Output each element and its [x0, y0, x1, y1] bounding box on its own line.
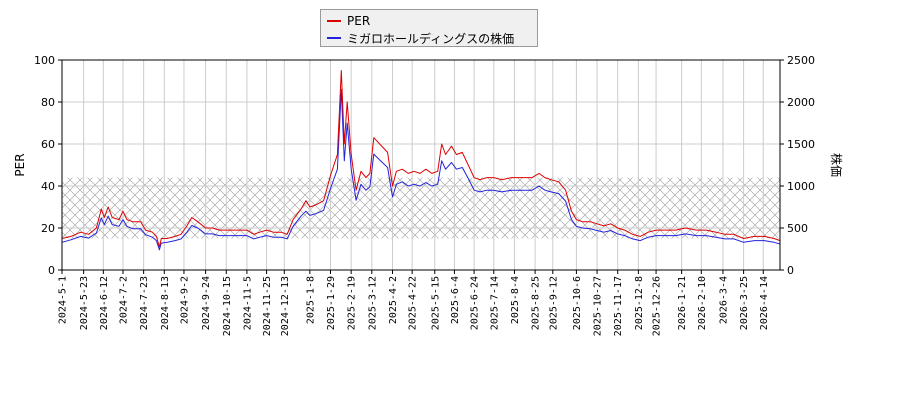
x-tick-label: 2026-4-14 — [759, 276, 770, 330]
x-tick-label: 2025-1-29 — [326, 276, 337, 330]
x-tick-label: 2024-9-24 — [201, 276, 212, 330]
x-tick-label: 2025-5-15 — [430, 276, 441, 330]
x-tick-label: 2024-7-23 — [139, 276, 150, 330]
y-right-tick-label: 2000 — [787, 96, 815, 109]
y-axis-left-label: PER — [13, 153, 27, 176]
plot-frame — [61, 59, 781, 271]
y-right-tick-label: 2500 — [787, 54, 815, 67]
y-right-tick-label: 1000 — [787, 180, 815, 193]
x-tick-label: 2024-6-12 — [99, 276, 110, 330]
x-axis-ticks: 2024-5-1 2024-5-23 2024-6-12 2024-7-2 2024-7… — [58, 270, 770, 336]
y-left-tick-label: 40 — [41, 180, 55, 193]
legend: PER ミガロホールディングスの株価 — [320, 9, 538, 47]
y-axis-left-ticks: 0 20 40 60 80 100 — [34, 54, 62, 277]
y-axis-right-label: 株価 — [829, 153, 844, 177]
x-tick-label: 2025-10-27 — [593, 276, 604, 336]
x-tick-label: 2025-12-8 — [634, 276, 645, 330]
legend-label-per: PER — [347, 14, 371, 28]
y-axis-right-ticks: 0 500 1000 1500 2000 2500 — [780, 54, 815, 277]
x-tick-label: 2024-11-25 — [262, 276, 273, 336]
shaded-band — [62, 177, 780, 239]
y-right-tick-label: 0 — [787, 264, 794, 277]
x-tick-label: 2025-7-14 — [489, 276, 500, 330]
y-right-tick-label: 1500 — [787, 138, 815, 151]
x-tick-label: 2024-5-1 — [58, 276, 69, 324]
x-tick-label: 2025-3-12 — [367, 276, 378, 330]
x-tick-label: 2024-8-13 — [160, 276, 171, 330]
x-tick-label: 2024-7-2 — [119, 276, 130, 324]
x-tick-label: 2025-12-26 — [652, 276, 663, 336]
x-tick-label: 2025-1-8 — [305, 276, 316, 324]
y-left-tick-label: 100 — [34, 54, 55, 67]
series-line-price — [61, 88, 781, 251]
series-lines — [61, 70, 781, 251]
series-line-per — [61, 70, 781, 248]
y-left-tick-label: 60 — [41, 138, 55, 151]
band-hatch — [62, 177, 780, 239]
legend-swatch-per — [327, 20, 341, 22]
x-tick-label: 2025-6-24 — [470, 276, 481, 330]
x-tick-label: 2025-11-17 — [613, 276, 624, 336]
y-left-tick-label: 0 — [48, 264, 55, 277]
x-tick-label: 2024-11-5 — [242, 276, 253, 330]
y-left-tick-label: 80 — [41, 96, 55, 109]
legend-label-price: ミガロホールディングスの株価 — [347, 31, 515, 46]
x-tick-label: 2025-8-4 — [510, 276, 521, 324]
legend-swatch-price — [327, 37, 341, 39]
x-tick-label: 2025-4-2 — [388, 276, 399, 324]
x-tick-label: 2025-4-22 — [408, 276, 419, 330]
legend-item-per: PER — [327, 13, 370, 29]
x-tick-label: 2024-12-13 — [280, 276, 291, 336]
x-tick-label: 2026-2-10 — [697, 276, 708, 330]
x-tick-label: 2026-1-21 — [677, 276, 688, 330]
x-tick-label: 2025-10-6 — [572, 276, 583, 330]
y-left-tick-label: 20 — [41, 222, 55, 235]
x-tick-label: 2024-10-15 — [222, 276, 233, 336]
x-tick-label: 2024-5-23 — [79, 276, 90, 330]
x-tick-label: 2025-2-19 — [347, 276, 358, 330]
y-right-tick-label: 500 — [787, 222, 808, 235]
x-tick-label: 2026-3-25 — [739, 276, 750, 330]
x-tick-label: 2025-9-12 — [548, 276, 559, 330]
x-tick-label: 2024-9-2 — [180, 276, 191, 324]
legend-item-price: ミガロホールディングスの株価 — [327, 30, 514, 46]
x-tick-label: 2025-8-25 — [531, 276, 542, 330]
x-tick-label: 2026-3-4 — [719, 276, 730, 324]
x-tick-label: 2025-6-4 — [450, 276, 461, 324]
